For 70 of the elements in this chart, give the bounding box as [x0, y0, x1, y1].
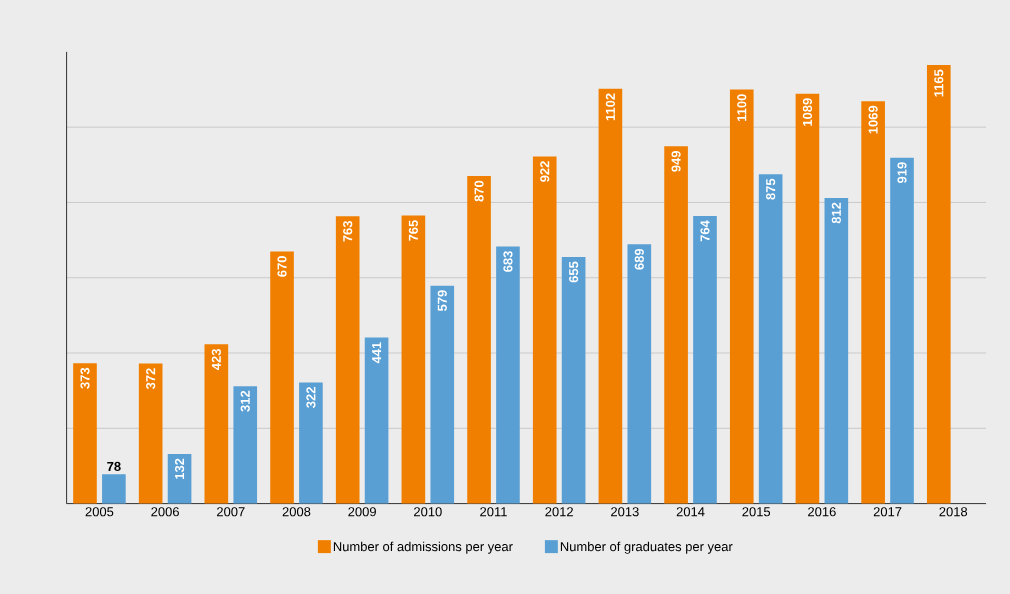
data-label: 765: [408, 219, 418, 241]
data-label: 919: [897, 162, 907, 183]
data-label: 312: [240, 390, 250, 412]
bar: [364, 337, 389, 504]
x-tick-label: 2011: [480, 506, 507, 517]
bar: [729, 89, 754, 504]
x-tick-label: 2009: [348, 506, 376, 517]
data-label: 763: [343, 220, 353, 242]
bar: [693, 215, 717, 504]
data-label: 78: [107, 461, 121, 471]
bar: [430, 285, 455, 504]
bar: [664, 146, 688, 504]
data-label: 949: [671, 150, 681, 172]
legend-label: Number of admissions per year: [333, 541, 513, 554]
x-tick-label: 2005: [85, 506, 114, 517]
data-label: 1102: [605, 93, 615, 121]
x-tick-label: 2010: [414, 506, 442, 517]
data-label: 922: [540, 161, 550, 182]
data-label: 423: [211, 348, 221, 370]
bar: [204, 344, 229, 504]
bar: [532, 156, 557, 504]
data-label: 875: [766, 178, 776, 200]
bar: [270, 251, 294, 504]
data-label: 1069: [868, 105, 878, 134]
bar: [102, 474, 126, 504]
data-label: 441: [372, 341, 382, 364]
data-label: 670: [277, 255, 287, 277]
x-tick-label: 2014: [676, 506, 705, 517]
bar: [598, 88, 623, 504]
x-tick-label: 2006: [151, 506, 179, 517]
bar: [824, 197, 849, 504]
x-tick-label: 2015: [742, 506, 771, 517]
x-tick-label: 2017: [873, 506, 902, 517]
legend-label: Number of graduates per year: [560, 541, 733, 554]
bar: [561, 256, 586, 504]
bar: [627, 244, 652, 504]
data-label: 812: [831, 202, 841, 224]
data-label: 372: [146, 368, 156, 389]
x-tick-label: 2012: [545, 506, 573, 517]
data-label: 655: [569, 261, 579, 283]
x-tick-label: 2008: [282, 506, 311, 517]
x-tick-label: 2013: [611, 506, 639, 517]
bar: [926, 64, 951, 504]
data-label: 689: [634, 248, 644, 270]
x-tick-label: 2018: [939, 506, 968, 517]
data-label: 1100: [737, 94, 747, 121]
data-label: 373: [80, 367, 90, 389]
data-label: 322: [306, 386, 316, 408]
bar: [299, 382, 323, 504]
bar: [73, 363, 97, 504]
data-label: 870: [474, 180, 484, 202]
bar: [335, 216, 360, 504]
bar: [890, 157, 914, 504]
bar: [861, 100, 885, 504]
bar: [167, 453, 192, 504]
bar: [401, 215, 426, 504]
x-tick-label: 2016: [808, 506, 836, 517]
data-label: 132: [174, 458, 185, 479]
x-tick-label: 2007: [217, 506, 245, 517]
bar: [467, 175, 491, 504]
bar: [758, 174, 783, 504]
bar: [138, 363, 163, 504]
bar: [795, 93, 820, 504]
bar: [233, 385, 258, 504]
data-label: 683: [503, 250, 513, 272]
bar: [496, 246, 520, 504]
data-label: 1165: [934, 69, 944, 97]
data-label: 579: [437, 290, 447, 311]
data-label: 1089: [802, 98, 813, 126]
data-label: 764: [700, 220, 710, 242]
